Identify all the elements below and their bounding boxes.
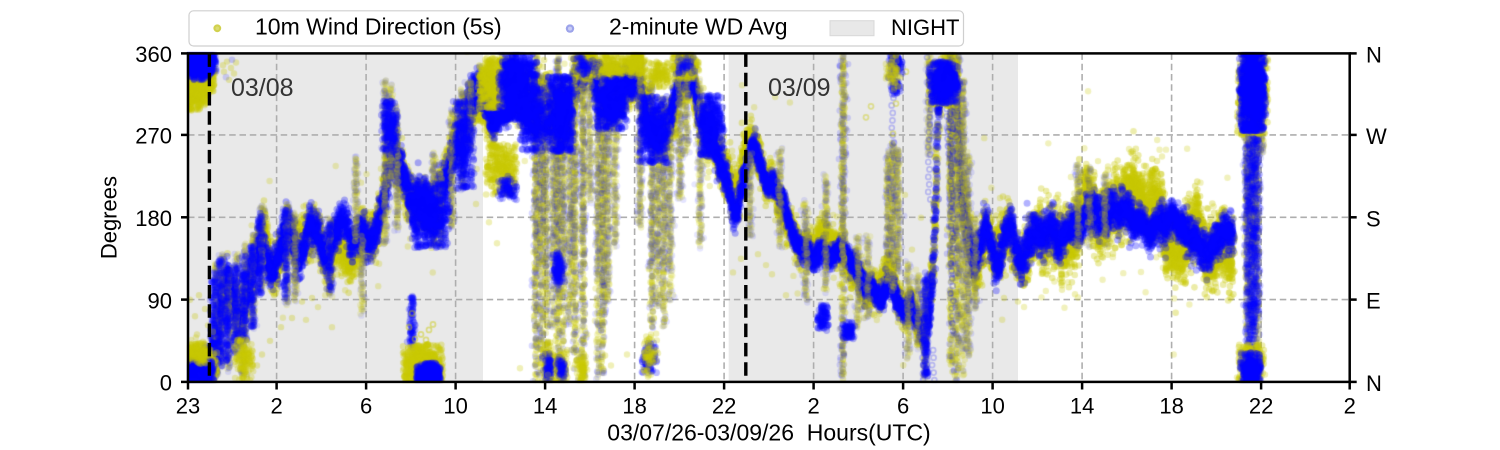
svg-text:0: 0	[160, 371, 172, 396]
svg-text:22: 22	[712, 394, 736, 419]
svg-text:6: 6	[360, 394, 372, 419]
svg-text:2: 2	[807, 394, 819, 419]
svg-text:03/09: 03/09	[768, 74, 831, 102]
svg-text:360: 360	[135, 42, 172, 67]
svg-text:N: N	[1366, 371, 1382, 396]
svg-text:10: 10	[980, 394, 1004, 419]
svg-text:10: 10	[443, 394, 467, 419]
svg-text:6: 6	[897, 394, 909, 419]
svg-text:2-minute WD Avg: 2-minute WD Avg	[609, 14, 788, 40]
svg-text:180: 180	[135, 206, 172, 231]
svg-text:Degrees: Degrees	[97, 176, 122, 259]
svg-text:90: 90	[148, 288, 172, 313]
svg-text:S: S	[1366, 206, 1381, 231]
svg-text:14: 14	[533, 394, 557, 419]
svg-text:N: N	[1366, 43, 1382, 68]
svg-text:10m Wind Direction (5s): 10m Wind Direction (5s)	[255, 14, 502, 40]
svg-text:2: 2	[1344, 394, 1356, 419]
svg-text:NIGHT: NIGHT	[891, 15, 959, 40]
svg-text:23: 23	[176, 394, 200, 419]
svg-text:W: W	[1366, 124, 1387, 149]
svg-text:270: 270	[135, 124, 172, 149]
svg-text:18: 18	[622, 394, 646, 419]
svg-text:22: 22	[1249, 394, 1273, 419]
svg-text:2: 2	[270, 394, 282, 419]
svg-text:E: E	[1366, 289, 1381, 314]
svg-text:03/07/26-03/09/26 Hours(UTC): 03/07/26-03/09/26 Hours(UTC)	[607, 420, 930, 446]
svg-text:18: 18	[1159, 394, 1183, 419]
svg-text:14: 14	[1070, 394, 1094, 419]
svg-text:03/08: 03/08	[231, 74, 294, 102]
